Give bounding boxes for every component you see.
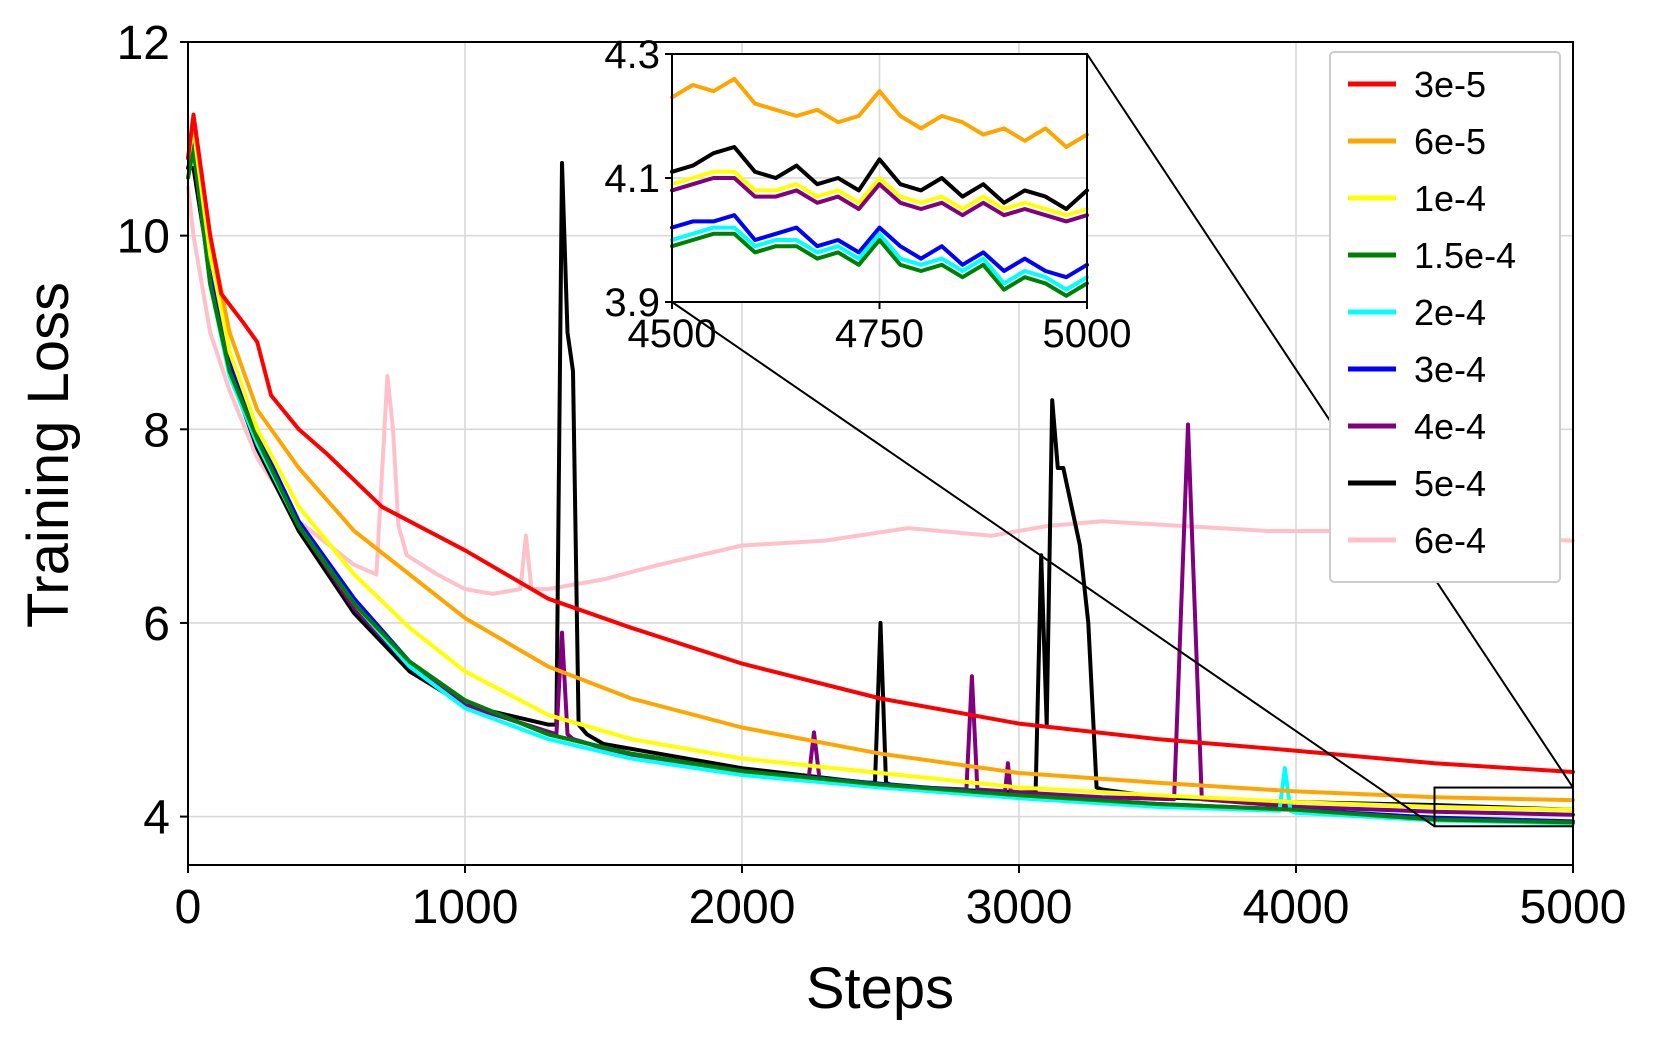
x-tick-label: 0 xyxy=(175,881,202,934)
legend-label: 6e-5 xyxy=(1414,121,1486,162)
zoom-region-box xyxy=(1433,786,1574,828)
y-axis-title: Training Loss xyxy=(16,282,81,628)
inset-series-line-6e-5 xyxy=(670,76,1089,149)
legend-label: 1e-4 xyxy=(1414,178,1486,219)
series-line-1.5e-4 xyxy=(186,146,1575,825)
series-line-3e-5 xyxy=(186,112,1575,774)
legend-label: 2e-4 xyxy=(1414,292,1486,333)
y-tick-label: 10 xyxy=(117,211,170,264)
inset-x-tick-label: 4500 xyxy=(628,312,717,356)
legend-label: 5e-4 xyxy=(1414,463,1486,504)
inset-chart: 4500 4750 5000 3.9 4.1 4.3 xyxy=(604,33,1131,356)
inset-series-line-5e-4 xyxy=(670,145,1089,211)
x-tick-label: 2000 xyxy=(689,881,796,934)
inset-y-tick-label: 4.1 xyxy=(604,157,660,201)
x-tick-label: 1000 xyxy=(412,881,519,934)
inset-series-group xyxy=(670,76,1089,298)
legend-label: 4e-4 xyxy=(1414,406,1486,447)
inset-series-line-2e-4 xyxy=(670,225,1089,292)
inset-series-line-4e-4 xyxy=(670,176,1089,224)
inset-ticks: 4500 4750 5000 3.9 4.1 4.3 xyxy=(604,33,1131,356)
inset-series-line-1e-4 xyxy=(670,169,1089,218)
inset-y-tick-label: 3.9 xyxy=(604,281,660,325)
inset-x-tick-label: 5000 xyxy=(1043,312,1132,356)
main-ticks: 0 1000 2000 3000 4000 5000 4 6 8 10 12 xyxy=(117,17,1627,934)
main-series-group xyxy=(186,112,1575,826)
zoom-connector-line xyxy=(671,301,1436,828)
x-tick-label: 5000 xyxy=(1520,881,1627,934)
y-tick-label: 6 xyxy=(143,598,170,651)
main-plot-frame xyxy=(187,41,1574,866)
legend-label: 6e-4 xyxy=(1414,520,1486,561)
legend-box xyxy=(1329,51,1561,583)
x-tick-label: 4000 xyxy=(1243,881,1350,934)
x-axis-title: Steps xyxy=(806,956,954,1021)
inset-series-line-1.5e-4 xyxy=(670,231,1089,298)
inset-x-tick-label: 4750 xyxy=(835,312,924,356)
series-line-6e-5 xyxy=(186,117,1575,803)
legend-label: 1.5e-4 xyxy=(1414,235,1516,276)
y-tick-label: 12 xyxy=(117,17,170,70)
legend-label: 3e-4 xyxy=(1414,349,1486,390)
x-tick-label: 3000 xyxy=(966,881,1073,934)
legend-label: 3e-5 xyxy=(1414,64,1486,105)
inset-series-line-3e-4 xyxy=(670,213,1089,280)
y-tick-label: 4 xyxy=(143,792,170,845)
series-line-6e-4 xyxy=(186,185,1575,596)
inset-y-tick-label: 4.3 xyxy=(604,33,660,77)
series-line-1e-4 xyxy=(186,127,1575,812)
legend: 3e-5 6e-5 1e-4 1.5e-4 2e-4 3e-4 4e-4 5e-4 6e-4 xyxy=(1329,51,1561,583)
y-tick-label: 8 xyxy=(143,404,170,457)
